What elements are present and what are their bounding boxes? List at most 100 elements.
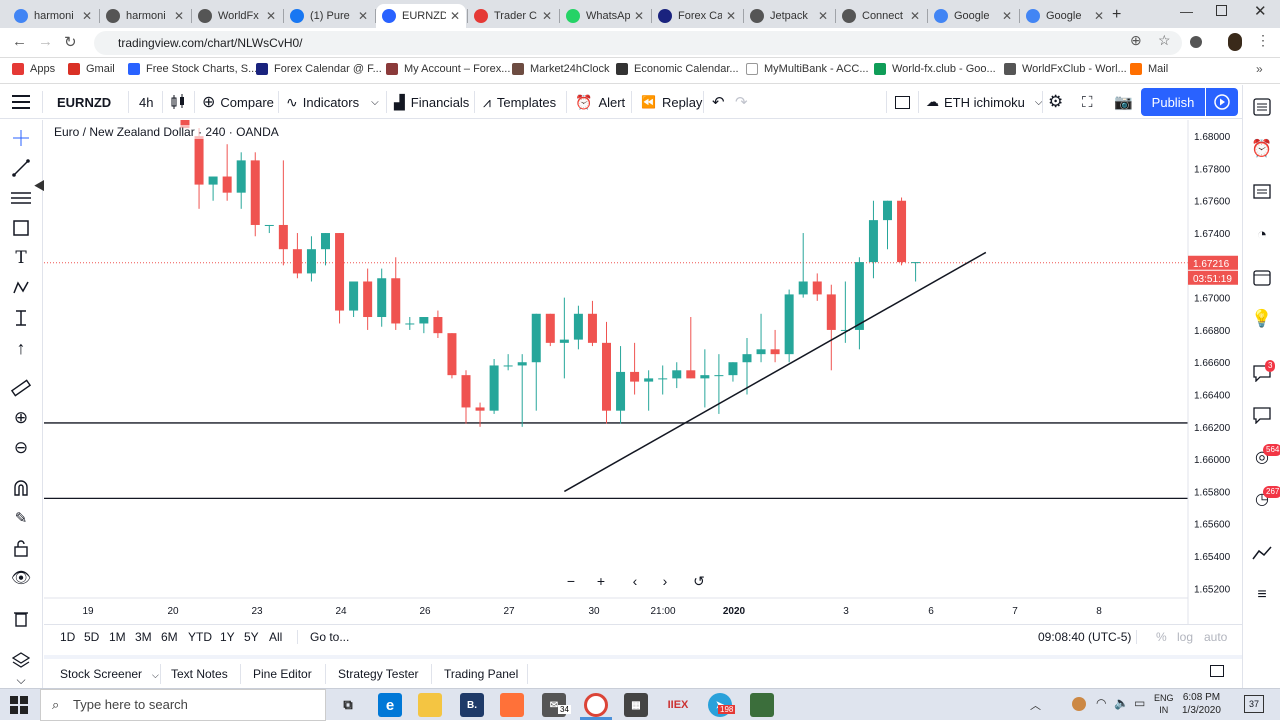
fullscreen-icon[interactable]: ⛶: [1082, 93, 1093, 111]
bookmark-item[interactable]: WorldFxClub - Worl...: [1004, 63, 1127, 75]
undo-icon[interactable]: ↶: [712, 94, 725, 111]
redo-icon[interactable]: ↷: [735, 94, 748, 111]
lock-icon[interactable]: [9, 536, 33, 560]
firefox-icon[interactable]: [500, 693, 524, 717]
forward-icon[interactable]: →: [38, 33, 53, 50]
auto-scale-toggle[interactable]: auto: [1204, 630, 1228, 644]
back-icon[interactable]: ←: [12, 33, 27, 50]
battery-icon[interactable]: ▭: [1134, 696, 1146, 710]
publish-button[interactable]: Publish: [1141, 88, 1205, 116]
measure-icon[interactable]: [9, 306, 33, 330]
tab-strategy-tester[interactable]: Strategy Tester: [338, 667, 419, 681]
iex-icon[interactable]: IIEX: [667, 699, 689, 711]
tray-app-icon[interactable]: [1072, 697, 1086, 711]
text-tool-icon[interactable]: T: [15, 248, 27, 268]
camera-icon[interactable]: 📷: [1114, 94, 1133, 111]
hotlist-icon[interactable]: ◔: [1256, 225, 1268, 244]
extension-icon[interactable]: [1190, 36, 1202, 48]
calendar-icon[interactable]: [1250, 265, 1274, 289]
tab-trading-panel[interactable]: Trading Panel: [444, 667, 519, 681]
scroll-right-button[interactable]: ›: [654, 570, 676, 592]
bookmark-item[interactable]: Market24hClock: [512, 63, 609, 75]
range-1d[interactable]: 1D: [60, 630, 76, 644]
horizontal-lines[interactable]: [44, 422, 1188, 500]
range-1m[interactable]: 1M: [109, 630, 126, 644]
time-axis[interactable]: 19 20 23 24 26 27 30 21:00 2020 3 6 7 8: [44, 597, 1188, 617]
bookmark-item[interactable]: MyMultiBank - ACC...: [746, 63, 869, 75]
bookmark-item[interactable]: World-fx.club - Goo...: [874, 63, 996, 75]
tab-close-icon[interactable]: ✕: [357, 9, 368, 23]
go-to-date-button[interactable]: Go to...: [310, 630, 350, 644]
replay-button[interactable]: ⏪ Replay: [641, 85, 702, 119]
close-window-icon[interactable]: ✕: [1254, 3, 1267, 20]
tab-close-icon[interactable]: ✕: [633, 9, 644, 23]
financials-button[interactable]: ▟ Financials: [394, 85, 469, 119]
new-tab-icon[interactable]: +: [1112, 6, 1122, 23]
price-axis[interactable]: 1.680001.678001.676001.674001.672001.670…: [1187, 120, 1238, 628]
taskbar-search[interactable]: Type here to search: [40, 689, 326, 721]
indicators-button[interactable]: ∿ Indicators ⌵: [286, 85, 379, 119]
pattern-icon[interactable]: [9, 276, 33, 300]
watchlist-icon[interactable]: [1250, 95, 1274, 119]
templates-button[interactable]: ⩘ Templates: [483, 85, 556, 119]
tab-close-icon[interactable]: ✕: [1093, 9, 1104, 23]
edge-browser-icon[interactable]: e: [378, 693, 402, 717]
url-field[interactable]: tradingview.com/chart/NLWsCvH0/: [94, 31, 1182, 55]
browser-tab[interactable]: EURNZD ✕: [376, 4, 466, 28]
layers-icon[interactable]: [9, 648, 33, 672]
tray-chevron-icon[interactable]: ︿: [1030, 700, 1041, 712]
price-chart[interactable]: 1.680001.678001.676001.674001.672001.670…: [44, 120, 1242, 628]
tab-close-icon[interactable]: ✕: [817, 9, 828, 23]
candle-style-icon[interactable]: [171, 85, 185, 119]
settings-gear-icon[interactable]: ⚙: [1048, 92, 1064, 111]
notification-center-icon[interactable]: 37: [1244, 695, 1264, 713]
bookmark-item[interactable]: Economic Calendar...: [616, 63, 739, 75]
star-icon[interactable]: ☆: [1158, 32, 1171, 48]
maximize-panel-icon[interactable]: [1210, 665, 1224, 677]
ruler-icon[interactable]: [9, 376, 33, 400]
b-app-icon[interactable]: B.: [460, 693, 484, 717]
tab-close-icon[interactable]: ✕: [909, 9, 920, 23]
language-indicator[interactable]: ENG IN: [1154, 692, 1174, 716]
compare-button[interactable]: ⊕ Compare: [202, 85, 274, 119]
interval-button[interactable]: 4h: [139, 94, 154, 110]
store-icon[interactable]: ▦: [624, 693, 648, 717]
tab-close-icon[interactable]: ✕: [173, 9, 184, 23]
arrow-up-icon[interactable]: ↑: [16, 337, 26, 358]
bookmark-item[interactable]: Gmail: [68, 63, 115, 75]
chevron-down-icon[interactable]: ⌵: [16, 672, 26, 687]
order-panel-icon[interactable]: [1250, 541, 1274, 565]
tab-pine-editor[interactable]: Pine Editor: [253, 667, 312, 681]
browser-tab[interactable]: Jetpack ✕: [744, 4, 834, 28]
alert-button[interactable]: ⏰ Alert: [575, 85, 625, 119]
tab-close-icon[interactable]: ✕: [1001, 9, 1012, 23]
browser-tab[interactable]: harmoni ✕: [100, 4, 190, 28]
bookmark-item[interactable]: Free Stock Charts, S...: [128, 63, 257, 75]
browser-tab[interactable]: Forex Ca ✕: [652, 4, 742, 28]
add-icon[interactable]: ⊕: [1130, 32, 1142, 48]
trend-line-icon[interactable]: [9, 156, 33, 180]
chart-clock[interactable]: 09:08:40 (UTC-5): [1038, 630, 1132, 644]
bookmark-item[interactable]: Mail: [1130, 63, 1168, 75]
symbol-search[interactable]: EURNZD: [57, 94, 112, 110]
range-5y[interactable]: 5Y: [244, 630, 259, 644]
volume-icon[interactable]: 🔈: [1114, 696, 1129, 710]
windows-start-icon[interactable]: [10, 696, 28, 717]
file-explorer-icon[interactable]: [418, 693, 442, 717]
depth-icon[interactable]: ≡: [1257, 586, 1267, 603]
profile-avatar[interactable]: [1228, 33, 1242, 51]
menu-icon[interactable]: ⋮: [1256, 32, 1270, 48]
tab-stock-screener[interactable]: Stock Screener ⌵: [60, 667, 159, 681]
range-all[interactable]: All: [269, 630, 283, 644]
range-3m[interactable]: 3M: [135, 630, 152, 644]
tab-close-icon[interactable]: ✕: [725, 9, 736, 23]
tab-close-icon[interactable]: ✕: [449, 9, 460, 23]
fullscreen-toggle-icon[interactable]: [895, 85, 910, 119]
pencil-lock-icon[interactable]: ✎: [14, 510, 28, 527]
tab-close-icon[interactable]: ✕: [265, 9, 276, 23]
task-view-icon[interactable]: ⧉: [343, 697, 353, 712]
bookmark-item[interactable]: Apps: [12, 63, 55, 75]
range-ytd[interactable]: YTD: [188, 630, 212, 644]
messages-icon[interactable]: [1250, 403, 1274, 427]
zoom-in-button[interactable]: +: [590, 570, 612, 592]
